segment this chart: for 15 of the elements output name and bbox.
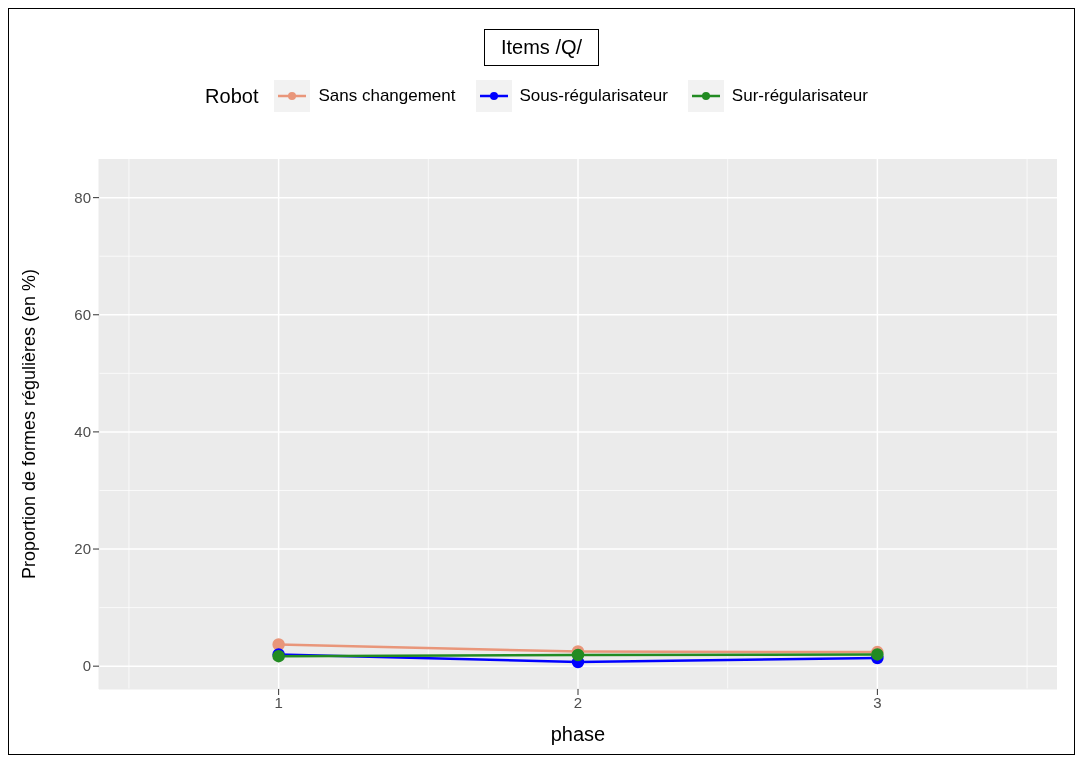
y-tick-label: 40 <box>74 423 91 441</box>
legend-label: Sur-régularisateur <box>731 86 868 106</box>
chart-title: Items /Q/ <box>483 29 600 66</box>
y-tick-label: 80 <box>74 188 91 206</box>
y-tick-label: 20 <box>74 540 91 558</box>
legend-title: Robot <box>205 84 259 108</box>
x-tick-label: 3 <box>873 693 882 711</box>
legend-label: Sans changement <box>318 86 456 106</box>
x-tick-label: 1 <box>274 693 283 711</box>
legend-label: Sous-régularisateur <box>519 86 668 106</box>
y-axis-title: Proportion de formes régulières (en %) <box>19 268 40 580</box>
x-axis-title: phase <box>550 723 606 745</box>
y-tick-label: 0 <box>82 657 91 675</box>
x-tick-label: 2 <box>573 693 583 711</box>
y-tick-label: 60 <box>74 306 91 324</box>
